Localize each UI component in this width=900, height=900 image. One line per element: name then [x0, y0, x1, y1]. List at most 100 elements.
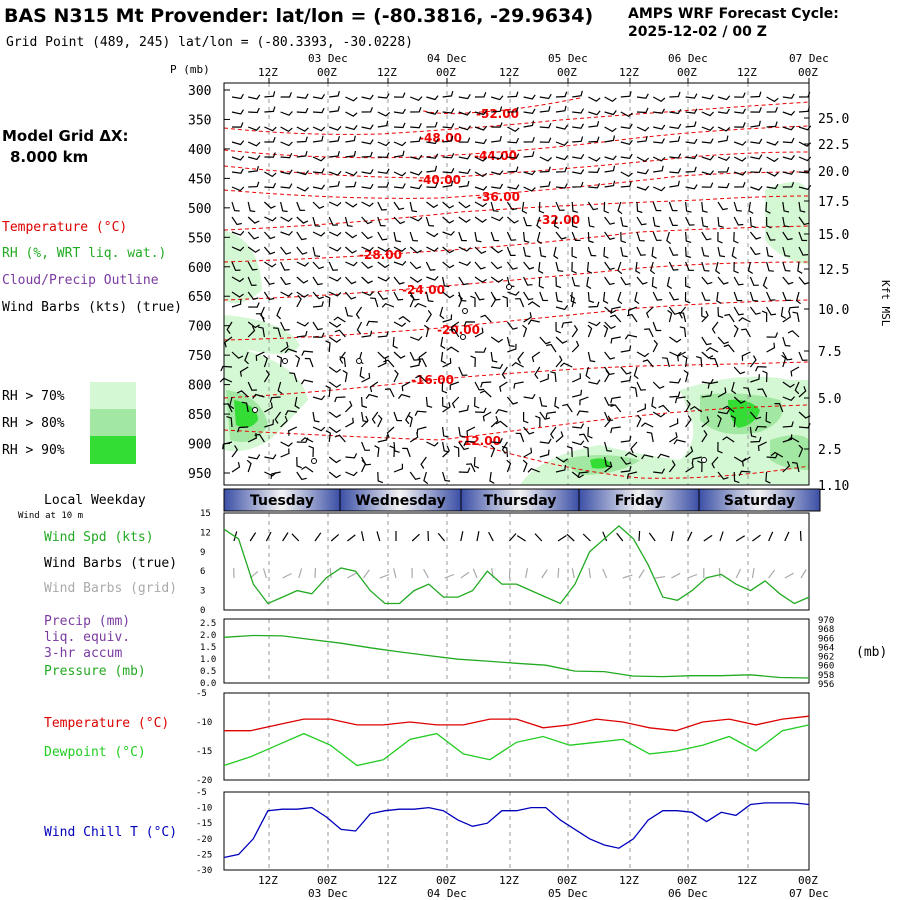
calm-marker [462, 308, 468, 314]
wind-barb [798, 216, 810, 226]
wind-barb [733, 471, 740, 484]
isotherm [223, 299, 810, 341]
wind-barb [231, 230, 245, 236]
wind-barb [587, 201, 599, 211]
wind-barb [284, 410, 297, 416]
wind-barb [685, 276, 691, 289]
wind-barb [247, 381, 257, 391]
wind-barb [280, 276, 291, 286]
wind-barb [495, 409, 508, 415]
wind-barb [782, 291, 792, 301]
pressure-right-tick-label: 966 [818, 634, 834, 644]
wind-barb [685, 153, 698, 160]
wind-barb [636, 107, 649, 114]
wind-barb [441, 381, 448, 394]
pressure-tick-label: 850 [188, 408, 211, 423]
wind-barb [750, 167, 762, 173]
grid-wind-barb [655, 576, 666, 579]
surface-wind-barb [670, 531, 674, 542]
wind-barb [717, 408, 731, 415]
wind-barb [733, 291, 743, 302]
pressure-tick-label: 650 [188, 290, 211, 305]
wind-barb [423, 471, 429, 485]
wind-barb [782, 311, 791, 323]
isotherm [223, 125, 810, 159]
wind-barb [247, 201, 256, 213]
grid-wind-barb [472, 568, 478, 579]
wind-barb [604, 135, 615, 143]
wind-barb [603, 246, 609, 259]
bottom-tick-label: 00Z [436, 874, 456, 887]
wind-barb [588, 136, 600, 143]
wind-barb [610, 306, 621, 314]
wind-barb [620, 231, 627, 244]
station-title: BAS N315 Mt Provender: lat/lon = (-80.38… [4, 5, 593, 27]
wind-barb [717, 306, 724, 319]
kft-msl-label: Kft MSL [879, 280, 892, 327]
pressure-tick-label: 350 [188, 113, 211, 128]
wind-barb [361, 201, 374, 207]
wind-barb [280, 216, 293, 223]
wind-barb [393, 276, 405, 285]
wind-barb [588, 121, 600, 128]
wind-barb [231, 122, 244, 128]
wind-barb [442, 153, 455, 159]
bottom-tick-label: 12Z [619, 874, 639, 887]
wind-barb [480, 314, 492, 323]
wind-barb [345, 471, 358, 477]
wind-barb [717, 201, 728, 211]
pressure-panel-frame [223, 618, 810, 684]
wind-barb [409, 261, 422, 270]
wind-barb [474, 125, 488, 131]
wind-barb [377, 331, 389, 338]
wind-barb [507, 126, 520, 133]
legend-temperature: Temperature (°C) [2, 220, 127, 235]
wind-barb [766, 231, 776, 241]
surface-wind-barb [602, 531, 608, 542]
wind-barb [604, 396, 614, 406]
wind-barb [470, 295, 476, 307]
wind-barb [630, 441, 638, 454]
temperature-tick-label: -10 [196, 718, 212, 728]
wind-barb [247, 216, 260, 224]
wind-barb [539, 93, 552, 100]
wind-barb [604, 231, 615, 240]
wind-barb [328, 231, 342, 237]
legend-cloud: Cloud/Precip Outline [2, 273, 159, 288]
wind-barb [523, 291, 534, 301]
wind-barb [586, 276, 592, 290]
wind-barb [527, 467, 541, 473]
wind-barb [345, 417, 354, 428]
wind-barb [296, 126, 309, 132]
model-grid-value: 8.000 km [10, 148, 88, 166]
wind-barb [312, 93, 326, 100]
wind-barb [798, 91, 811, 98]
grid-wind-barb [379, 573, 390, 579]
wind-barb [393, 171, 407, 177]
grid-wind-barb [525, 568, 529, 579]
wind-barb [247, 141, 261, 147]
wind-barb [734, 181, 746, 188]
wind-barb [578, 433, 589, 443]
wind-barb [361, 291, 374, 297]
wind-barb [669, 378, 682, 384]
wind-barb [264, 261, 277, 268]
wind-barb [747, 261, 754, 275]
wind-barb [263, 231, 276, 240]
wind-barb [393, 216, 406, 225]
wind-barb [749, 246, 761, 256]
wind-barb [741, 328, 751, 338]
wind-barb [733, 140, 747, 146]
wind-barb [555, 291, 563, 303]
wind-barb [668, 246, 679, 256]
wind-barb [511, 361, 524, 368]
wind-barb [701, 246, 710, 257]
wind-barb [523, 447, 533, 458]
wind-barb [604, 261, 615, 271]
wind-barb [782, 201, 790, 213]
wind-barb [701, 170, 714, 176]
wind-barb [361, 276, 373, 284]
isotherm [223, 361, 810, 399]
wind-barb [442, 246, 455, 254]
wind-barb [280, 183, 293, 189]
